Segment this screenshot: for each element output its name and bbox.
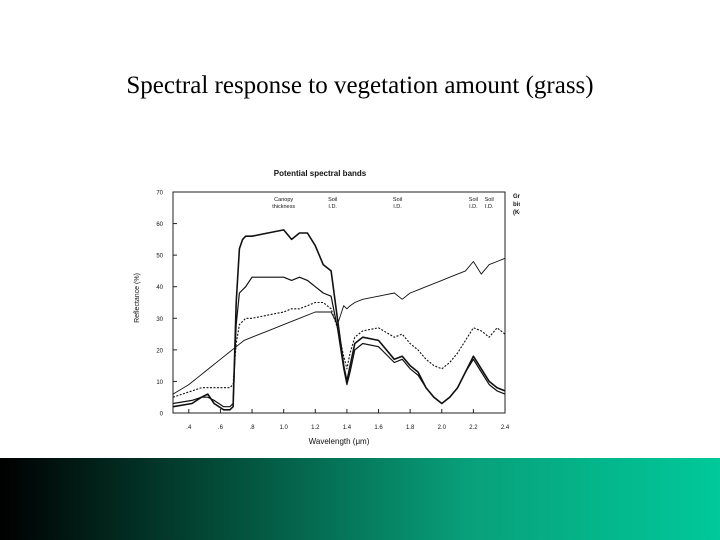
x-tick-label: .6 xyxy=(218,425,224,431)
plot-frame xyxy=(172,191,506,414)
y-tick-label: 70 xyxy=(156,191,163,197)
chart-title: Potential spectral bands xyxy=(274,169,367,178)
band-annotation-label: Soil xyxy=(469,197,478,203)
chart-svg: Potential spectral bands Wavelength (μm)… xyxy=(134,169,520,446)
series-line-3 xyxy=(172,301,506,398)
y-tick-label: 10 xyxy=(156,380,163,386)
y-tick-label: 40 xyxy=(156,285,163,291)
legend-biomass-header: biomass xyxy=(513,202,520,208)
x-tick-label: 1.8 xyxy=(406,425,415,431)
x-tick-label: 2.4 xyxy=(501,425,510,431)
series-line-4 xyxy=(172,257,506,395)
band-annotation-label: Soil xyxy=(485,197,494,203)
x-tick-label: 1.4 xyxy=(343,425,352,431)
series-group xyxy=(172,229,506,411)
x-axis-ticks: .4 .6 .8 1.0 1.2 1.4 1.6 1.8 2.0 2.2 2.4 xyxy=(186,409,510,431)
y-tick-label: 60 xyxy=(156,222,163,228)
slide-title: Spectral response to vegetation amount (… xyxy=(126,72,594,99)
legend-biomass-header: (Kg/ha) xyxy=(513,210,520,216)
band-annotation-label: I.D. xyxy=(393,204,402,210)
y-tick-label: 30 xyxy=(156,317,163,323)
x-tick-label: 2.2 xyxy=(469,425,478,431)
x-tick-label: .4 xyxy=(186,425,192,431)
x-tick-label: 1.0 xyxy=(279,425,288,431)
y-axis-ticks: 0 10 20 30 40 50 60 70 xyxy=(156,191,177,418)
x-tick-label: 2.0 xyxy=(438,425,447,431)
band-annotation-label: I.D. xyxy=(485,204,494,210)
band-annotation-label: Soil xyxy=(328,197,337,203)
spectral-chart: Potential spectral bands Wavelength (μm)… xyxy=(128,160,520,450)
x-tick-label: .8 xyxy=(250,425,256,431)
legend-biomass-header: Green xyxy=(513,194,520,200)
x-tick-label: 1.2 xyxy=(311,425,320,431)
band-annotation-label: I.D. xyxy=(328,204,337,210)
y-tick-label: 0 xyxy=(160,412,164,418)
band-annotations: CanopythicknessSoilI.D.SoilI.D.SoilI.D.S… xyxy=(272,197,494,210)
y-axis-label: Reflectance (%) xyxy=(134,273,141,323)
band-annotation-label: Soil xyxy=(393,197,402,203)
footer-gradient-band xyxy=(0,458,720,540)
series-line-2 xyxy=(172,276,506,408)
y-tick-label: 20 xyxy=(156,348,163,354)
band-annotation-label: Canopy xyxy=(274,197,293,203)
legend: Greenbiomass(Kg/ha)Canopycover(%)3850100… xyxy=(513,194,520,216)
y-tick-label: 50 xyxy=(156,254,163,260)
x-axis-label: Wavelength (μm) xyxy=(309,437,370,446)
x-tick-label: 1.6 xyxy=(374,425,383,431)
band-annotation-label: thickness xyxy=(272,204,295,210)
band-annotation-label: I.D. xyxy=(469,204,478,210)
